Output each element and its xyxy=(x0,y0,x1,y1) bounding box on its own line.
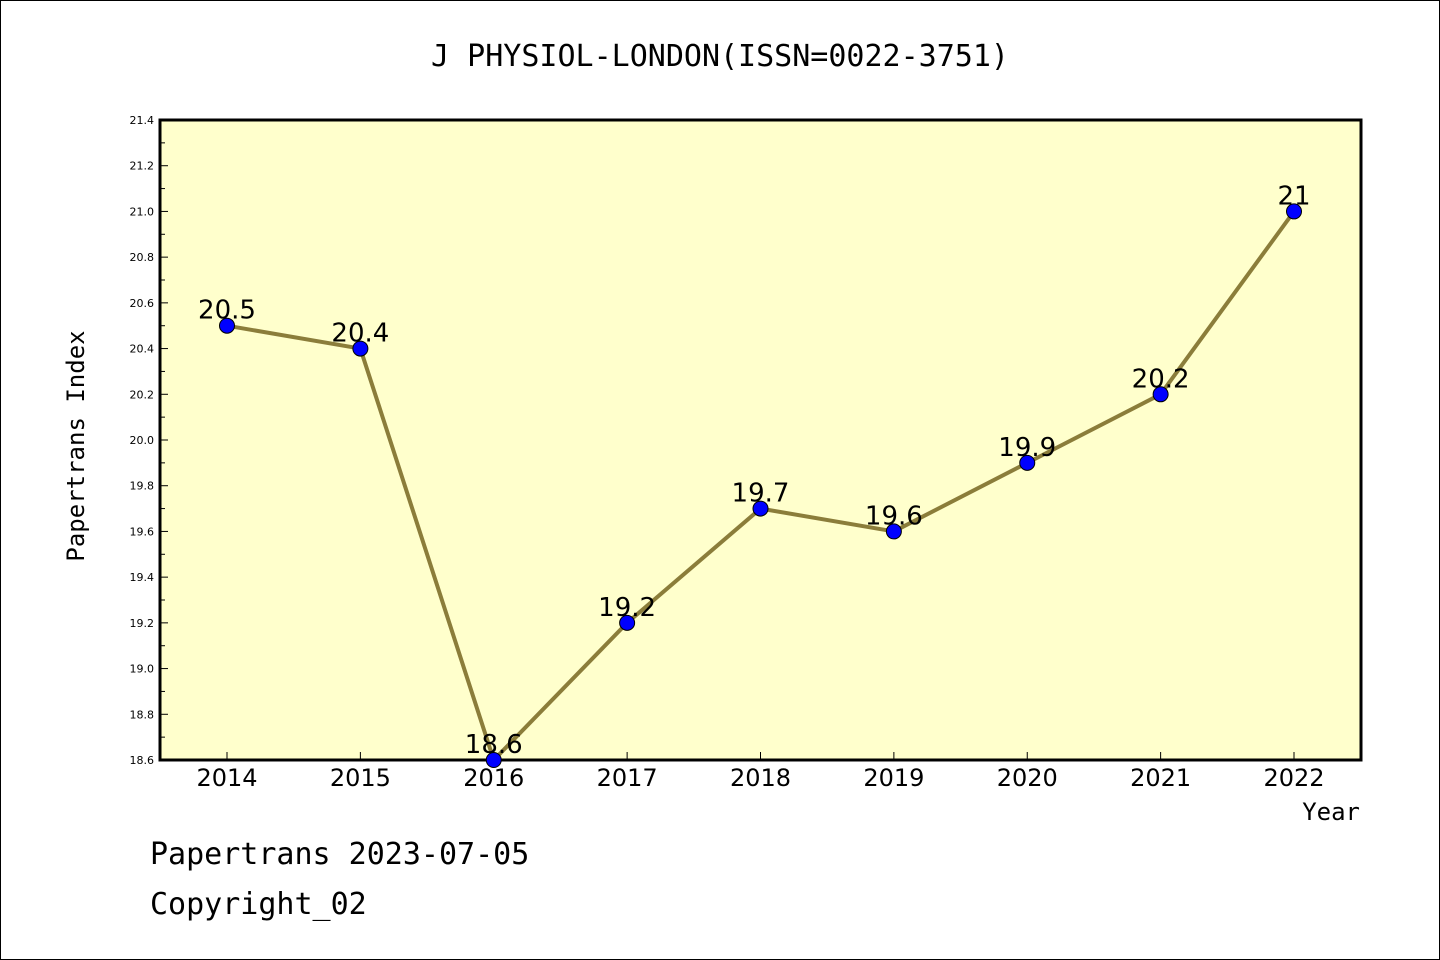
x-axis-title: Year xyxy=(1302,798,1360,826)
y-tick-label: 21.0 xyxy=(130,205,155,218)
y-tick-label: 20.2 xyxy=(130,388,155,401)
plot-area xyxy=(158,118,1363,762)
x-tick-label: 2015 xyxy=(330,764,391,792)
x-tick-label: 2018 xyxy=(730,764,791,792)
y-tick-label: 20.4 xyxy=(130,343,155,356)
data-label: 19.2 xyxy=(598,593,656,623)
data-label: 21 xyxy=(1277,181,1310,211)
data-point xyxy=(752,500,769,517)
x-tick-label: 2014 xyxy=(196,764,257,792)
y-tick-label: 21.2 xyxy=(130,160,155,173)
data-point xyxy=(219,317,235,334)
x-tick-label: 2020 xyxy=(997,764,1058,792)
data-label: 18.6 xyxy=(465,730,523,760)
y-tick-label: 19.4 xyxy=(130,571,155,584)
data-label: 19.6 xyxy=(865,501,923,531)
series xyxy=(219,203,1302,768)
data-label: 20.2 xyxy=(1132,364,1190,394)
x-tick-label: 2016 xyxy=(463,764,524,792)
data-point xyxy=(1019,454,1036,471)
y-tick-label: 19.8 xyxy=(130,480,155,493)
data-label: 19.7 xyxy=(732,479,790,509)
y-tick-label: 20.6 xyxy=(130,297,155,310)
y-tick-label: 21.4 xyxy=(130,114,155,127)
data-point xyxy=(885,523,902,540)
x-axis: 2014 2015 2016 2017 2018 2019 2020 2021 2022 xyxy=(196,752,1325,792)
data-point xyxy=(485,752,502,768)
y-tick-label: 18.6 xyxy=(130,754,155,767)
data-point xyxy=(619,614,636,631)
data-labels: 20.5 20.4 18.6 19.2 19.7 19.6 19.9 20.2 21 xyxy=(198,181,1310,760)
x-tick-label: 2022 xyxy=(1263,764,1324,792)
y-axis: 18.6 18.8 19.0 19.2 19.4 19.6 19.8 20.0 20.2 20.4… xyxy=(130,114,168,767)
data-point xyxy=(1286,203,1302,220)
data-label: 20.5 xyxy=(198,296,256,326)
y-tick-label: 19.0 xyxy=(130,663,155,676)
y-tick-label: 18.8 xyxy=(130,708,155,721)
data-label: 20.4 xyxy=(331,319,389,349)
y-tick-label: 19.2 xyxy=(130,617,155,630)
chart-title: J PHYSIOL-LONDON(ISSN=0022-3751) xyxy=(431,39,1009,74)
x-tick-label: 2019 xyxy=(863,764,924,792)
y-axis-title: Papertrans Index xyxy=(62,330,90,561)
y-tick-label: 19.6 xyxy=(130,525,155,538)
footer-date: Papertrans 2023-07-05 xyxy=(150,837,529,872)
x-tick-label: 2017 xyxy=(597,764,658,792)
x-tick-label: 2021 xyxy=(1130,764,1191,792)
data-point xyxy=(352,340,369,357)
data-label: 19.9 xyxy=(998,433,1056,463)
y-tick-label: 20.0 xyxy=(130,434,155,447)
footer-copyright: Copyright_02 xyxy=(150,887,367,922)
data-point xyxy=(1152,386,1169,403)
y-tick-label: 20.8 xyxy=(130,251,155,264)
